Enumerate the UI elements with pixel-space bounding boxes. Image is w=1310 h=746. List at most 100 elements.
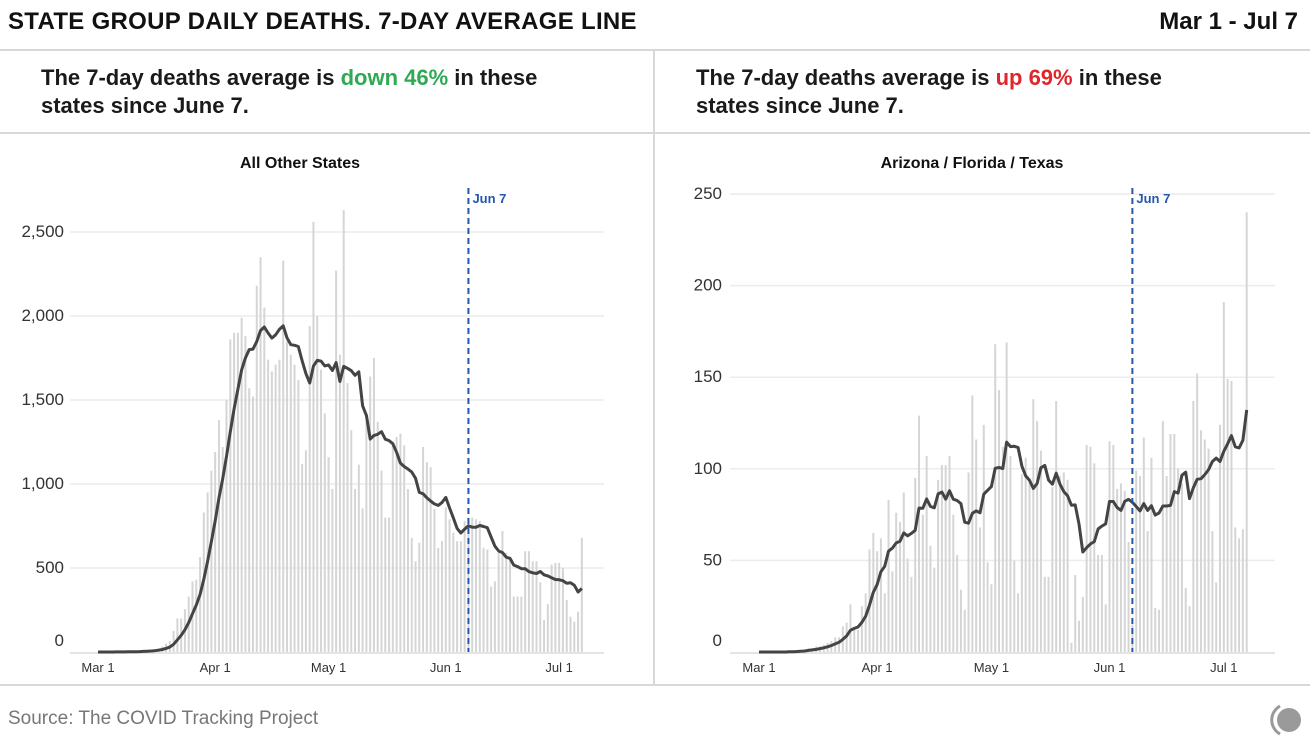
bar	[444, 507, 447, 652]
bar	[1161, 421, 1164, 652]
bar	[206, 492, 209, 652]
x-tick-label: Mar 1	[81, 660, 114, 675]
bar	[425, 462, 428, 652]
source-note: Source: The COVID Tracking Project	[8, 708, 319, 729]
bar	[952, 514, 955, 652]
bar	[509, 556, 512, 652]
bar	[891, 571, 894, 652]
bar	[1119, 483, 1122, 652]
bar	[876, 551, 879, 652]
bar	[860, 606, 863, 652]
bar	[1196, 373, 1199, 652]
bar	[320, 369, 323, 652]
bar	[263, 307, 266, 652]
bar	[1222, 302, 1225, 652]
bar	[437, 547, 440, 652]
bar	[278, 359, 281, 652]
bar	[267, 359, 270, 652]
bar	[554, 562, 557, 652]
bar	[270, 371, 273, 652]
bar	[1081, 597, 1084, 652]
bar	[971, 395, 974, 652]
bar	[1219, 424, 1222, 652]
bar	[505, 552, 508, 652]
bar	[1165, 476, 1168, 652]
bar	[406, 489, 409, 652]
bar	[1154, 608, 1157, 652]
bar	[565, 599, 568, 652]
bar	[199, 557, 202, 652]
bar	[887, 499, 890, 652]
bar	[1036, 421, 1039, 652]
bar	[986, 562, 989, 652]
bar	[376, 421, 379, 652]
bar	[490, 586, 493, 652]
bar	[225, 400, 228, 652]
bar	[853, 630, 856, 652]
bar	[963, 609, 966, 652]
bar	[293, 364, 296, 652]
bar	[251, 396, 254, 652]
bar	[1169, 433, 1172, 652]
bar	[1078, 620, 1081, 652]
bar	[956, 554, 959, 652]
bar	[1005, 342, 1008, 652]
bar	[346, 383, 349, 652]
bar	[388, 517, 391, 652]
bar	[471, 517, 474, 652]
y-tick-label: 2,500	[21, 222, 64, 241]
y-tick-label: 250	[694, 184, 722, 203]
bar	[478, 520, 481, 652]
bar	[433, 509, 436, 652]
bar	[289, 354, 292, 652]
bar	[1188, 606, 1191, 652]
y-tick-label: 50	[703, 550, 722, 569]
x-tick-label: Jul 1	[1210, 660, 1237, 675]
page-title: STATE GROUP DAILY DEATHS. 7-DAY AVERAGE …	[8, 8, 637, 35]
jun-7-marker-label: Jun 7	[472, 191, 506, 206]
bar	[475, 519, 477, 652]
bar	[456, 541, 459, 652]
change-value: down 46%	[340, 65, 449, 90]
bar	[429, 467, 432, 652]
bar	[403, 445, 406, 652]
bar	[879, 538, 882, 652]
bar	[244, 336, 247, 652]
bar	[1192, 401, 1195, 652]
bar	[282, 260, 285, 652]
bar	[1093, 463, 1096, 652]
bar	[1032, 399, 1035, 652]
bar	[440, 541, 443, 652]
bar	[516, 596, 519, 652]
bar	[864, 593, 867, 652]
bar	[501, 531, 504, 652]
bar	[978, 527, 981, 652]
bar	[1055, 401, 1058, 652]
bar	[1203, 439, 1206, 652]
bar	[527, 551, 530, 652]
x-tick-label: May 1	[311, 660, 346, 675]
bar	[1245, 212, 1248, 652]
x-tick-label: Apr 1	[200, 660, 231, 675]
summary-text: The 7-day deaths average is	[696, 65, 996, 90]
bar	[512, 596, 515, 652]
bar	[933, 567, 936, 652]
bar	[1066, 479, 1069, 652]
bar	[391, 443, 394, 652]
bar	[395, 436, 398, 652]
bar	[210, 470, 213, 652]
footer-divider	[0, 684, 1310, 686]
bar	[399, 433, 402, 652]
bar	[331, 489, 334, 652]
y-tick-label: 100	[694, 459, 722, 478]
bar	[1024, 457, 1027, 652]
bar	[918, 415, 921, 652]
bar	[1150, 457, 1153, 652]
bar	[452, 532, 455, 652]
panel-divider	[653, 50, 655, 685]
bar	[486, 549, 489, 652]
bar	[274, 364, 277, 652]
bar	[1051, 487, 1054, 652]
bar	[1070, 642, 1073, 652]
bar	[240, 317, 243, 652]
